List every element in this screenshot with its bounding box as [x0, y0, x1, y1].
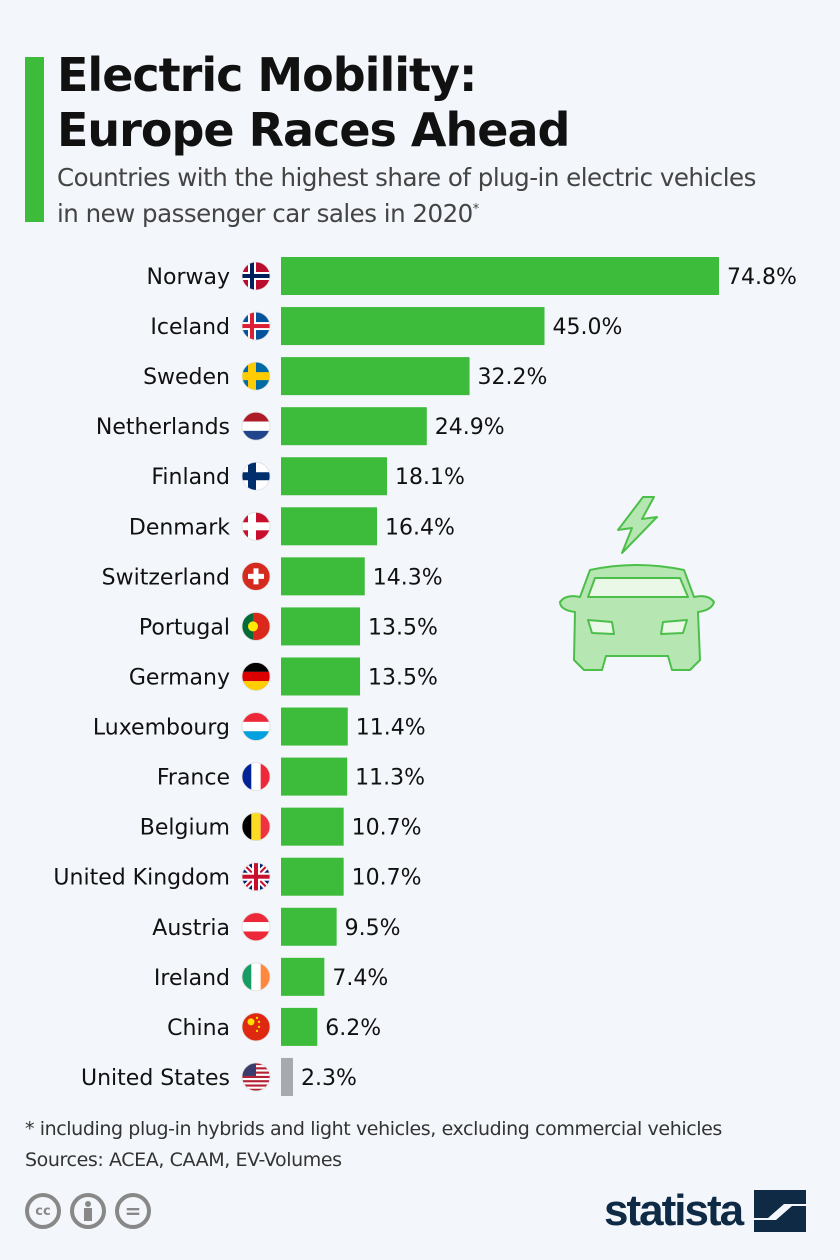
category-label: Switzerland [102, 565, 230, 590]
bar-norway [281, 257, 719, 295]
flag-icon [241, 361, 271, 391]
category-label: Portugal [139, 615, 230, 640]
bar-belgium [281, 807, 344, 846]
cc-icon[interactable]: cc [25, 1193, 61, 1229]
subtitle-line-1: Countries with the highest share of plug… [57, 163, 756, 192]
bar-denmark [281, 507, 378, 546]
value-label: 11.3% [355, 766, 425, 791]
statista-logo[interactable]: statista [604, 1186, 807, 1236]
value-label: 10.7% [352, 866, 422, 891]
sources: Sources: ACEA, CAAM, EV-Volumes [25, 1149, 342, 1171]
bar-switzerland [281, 557, 365, 596]
value-label: 45.0% [553, 315, 623, 340]
category-label: Belgium [140, 816, 230, 841]
category-label: Finland [151, 465, 230, 490]
flag-icon [241, 561, 271, 591]
value-label: 6.2% [325, 1016, 381, 1041]
bar-sweden [281, 357, 470, 396]
category-label: United States [81, 1066, 230, 1091]
value-label: 9.5% [345, 916, 401, 941]
flag-icon [241, 1012, 271, 1042]
bar-finland [281, 457, 387, 496]
value-label: 32.2% [478, 365, 548, 390]
bar-china [281, 1007, 318, 1046]
value-label: 7.4% [332, 966, 388, 991]
flag-icon [241, 411, 271, 441]
logo-text: statista [604, 1186, 744, 1235]
category-label: Germany [129, 665, 230, 690]
footnote: * including plug-in hybrids and light ve… [25, 1118, 722, 1140]
category-label: Ireland [154, 966, 230, 991]
value-label: 13.5% [368, 615, 438, 640]
subtitle-line-2: in new passenger car sales in 2020 [57, 199, 473, 229]
bar-luxembourg [281, 707, 348, 746]
category-label: China [167, 1016, 230, 1041]
title-line-1: Electric Mobility: [57, 48, 477, 102]
license-icons: cc = [25, 1193, 151, 1229]
flag-icon [241, 812, 271, 842]
flag-icon [241, 912, 271, 942]
bar-united-kingdom [281, 857, 344, 896]
category-label: Sweden [143, 365, 230, 390]
footnote-mark: * [472, 202, 480, 217]
category-label: United Kingdom [53, 866, 230, 891]
category-label: Austria [152, 916, 230, 941]
by-icon[interactable] [70, 1193, 106, 1229]
category-label: Luxembourg [93, 716, 230, 741]
value-label: 74.8% [727, 265, 797, 290]
value-label: 13.5% [368, 665, 438, 690]
category-label: Denmark [129, 515, 230, 540]
bar-ireland [281, 957, 325, 996]
bar-germany [281, 657, 361, 696]
value-label: 16.4% [385, 515, 455, 540]
bar-united-states [281, 1057, 293, 1096]
bar-portugal [281, 607, 361, 646]
flag-icon [241, 511, 271, 541]
value-label: 10.7% [352, 816, 422, 841]
flag-icon [241, 662, 271, 691]
flag-icon [241, 612, 271, 641]
title-accent-bar [25, 57, 44, 222]
flag-icon [241, 261, 271, 291]
flag-icon [241, 712, 271, 741]
flag-icon [241, 311, 271, 341]
flag-icon [241, 461, 271, 491]
value-label: 24.9% [435, 415, 505, 440]
bar-iceland [281, 307, 545, 346]
flag-icon [241, 762, 271, 791]
category-label: Norway [147, 265, 230, 290]
category-label: France [157, 766, 230, 791]
value-label: 2.3% [301, 1066, 357, 1091]
category-label: Iceland [150, 315, 230, 340]
value-label: 11.4% [356, 716, 426, 741]
title-line-2: Europe Races Ahead [57, 103, 570, 157]
bar-france [281, 757, 348, 796]
footer-notes: * including plug-in hybrids and light ve… [25, 1114, 722, 1176]
nd-icon[interactable]: = [115, 1193, 151, 1229]
bar-austria [281, 907, 337, 946]
electric-car-icon [559, 496, 715, 671]
bar-chart: 74.8% Norway 45.0% Iceland 32.2% Sweden 24.9% N… [53, 257, 797, 1096]
statista-logo-icon [754, 1190, 807, 1232]
flag-icon [241, 962, 271, 992]
category-label: Netherlands [96, 415, 230, 440]
bar-netherlands [281, 407, 427, 446]
flag-icon [241, 1062, 271, 1092]
subtitle: Countries with the highest share of plug… [57, 162, 756, 230]
page-title: Electric Mobility: Europe Races Ahead [57, 48, 570, 158]
flag-icon [241, 862, 271, 892]
value-label: 18.1% [395, 465, 465, 490]
value-label: 14.3% [373, 565, 443, 590]
